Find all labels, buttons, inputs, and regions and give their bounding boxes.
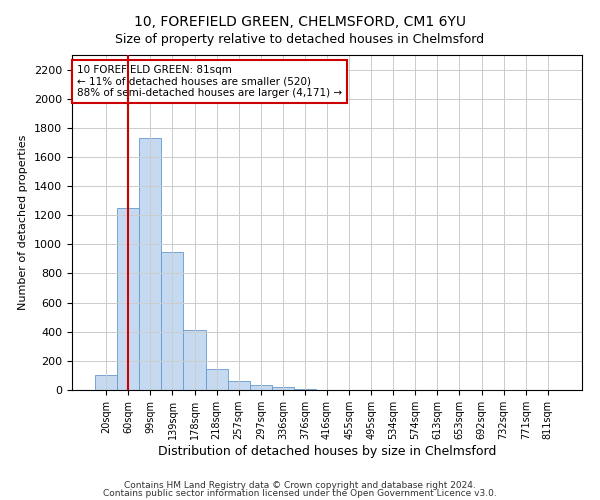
Bar bbox=[206, 369, 227, 390]
X-axis label: Distribution of detached houses by size in Chelmsford: Distribution of detached houses by size … bbox=[158, 445, 496, 458]
Text: Contains HM Land Registry data © Crown copyright and database right 2024.: Contains HM Land Registry data © Crown c… bbox=[124, 481, 476, 490]
Bar bbox=[272, 387, 294, 390]
Text: 10 FOREFIELD GREEN: 81sqm
← 11% of detached houses are smaller (520)
88% of semi: 10 FOREFIELD GREEN: 81sqm ← 11% of detac… bbox=[77, 65, 342, 98]
Bar bbox=[250, 385, 272, 390]
Text: 10, FOREFIELD GREEN, CHELMSFORD, CM1 6YU: 10, FOREFIELD GREEN, CHELMSFORD, CM1 6YU bbox=[134, 15, 466, 29]
Bar bbox=[139, 138, 161, 390]
Text: Contains public sector information licensed under the Open Government Licence v3: Contains public sector information licen… bbox=[103, 488, 497, 498]
Bar bbox=[227, 380, 250, 390]
Bar bbox=[184, 330, 206, 390]
Text: Size of property relative to detached houses in Chelmsford: Size of property relative to detached ho… bbox=[115, 32, 485, 46]
Bar bbox=[95, 376, 117, 390]
Y-axis label: Number of detached properties: Number of detached properties bbox=[19, 135, 28, 310]
Bar bbox=[161, 252, 184, 390]
Bar bbox=[117, 208, 139, 390]
